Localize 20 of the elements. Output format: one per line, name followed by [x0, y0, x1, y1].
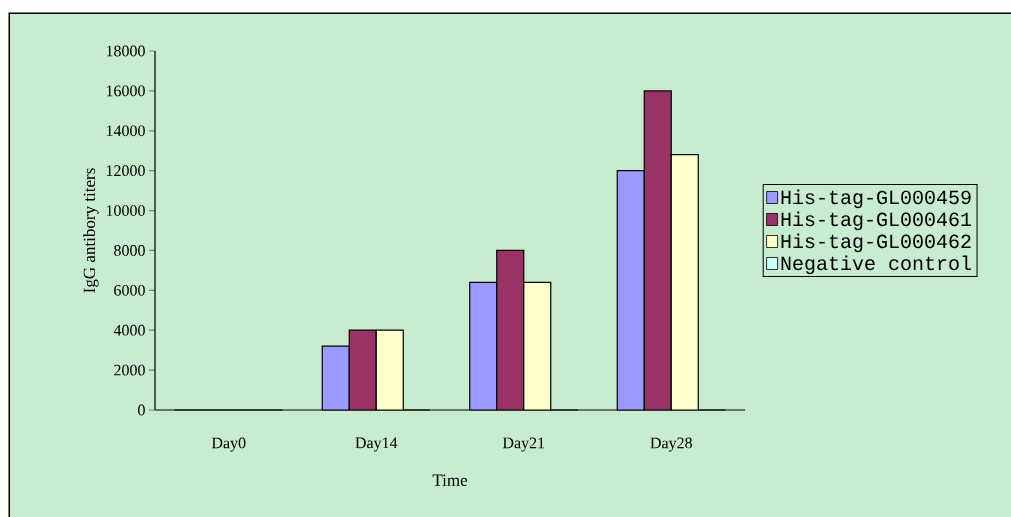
legend-label: His-tag-GL000459: [781, 189, 971, 209]
y-tick-label: 16000: [106, 85, 145, 97]
y-tick-label: 2000: [114, 364, 145, 376]
legend-label: His-tag-GL000462: [781, 233, 971, 253]
y-tick-label: 8000: [114, 245, 145, 256]
x-tick-label: Day21: [502, 437, 545, 452]
y-tick-label: 6000: [114, 284, 145, 296]
x-tick-label: Day28: [650, 437, 692, 452]
y-tick-label: 0: [138, 404, 145, 416]
y-tick-label: 14000: [106, 125, 145, 137]
x-tick-label: Day0: [211, 437, 246, 452]
y-tick-label: 18000: [106, 45, 145, 57]
legend-label: His-tag-GL000461: [781, 211, 972, 231]
x-tick-label: Day14: [355, 437, 398, 452]
x-axis-title: Time: [432, 474, 468, 486]
legend-label: Negative control: [781, 255, 971, 275]
y-axis-title: IgG antibory titers: [83, 168, 99, 293]
y-tick-label: 10000: [106, 205, 145, 216]
y-tick-label: 12000: [106, 165, 145, 177]
y-tick-label: 4000: [113, 324, 145, 336]
